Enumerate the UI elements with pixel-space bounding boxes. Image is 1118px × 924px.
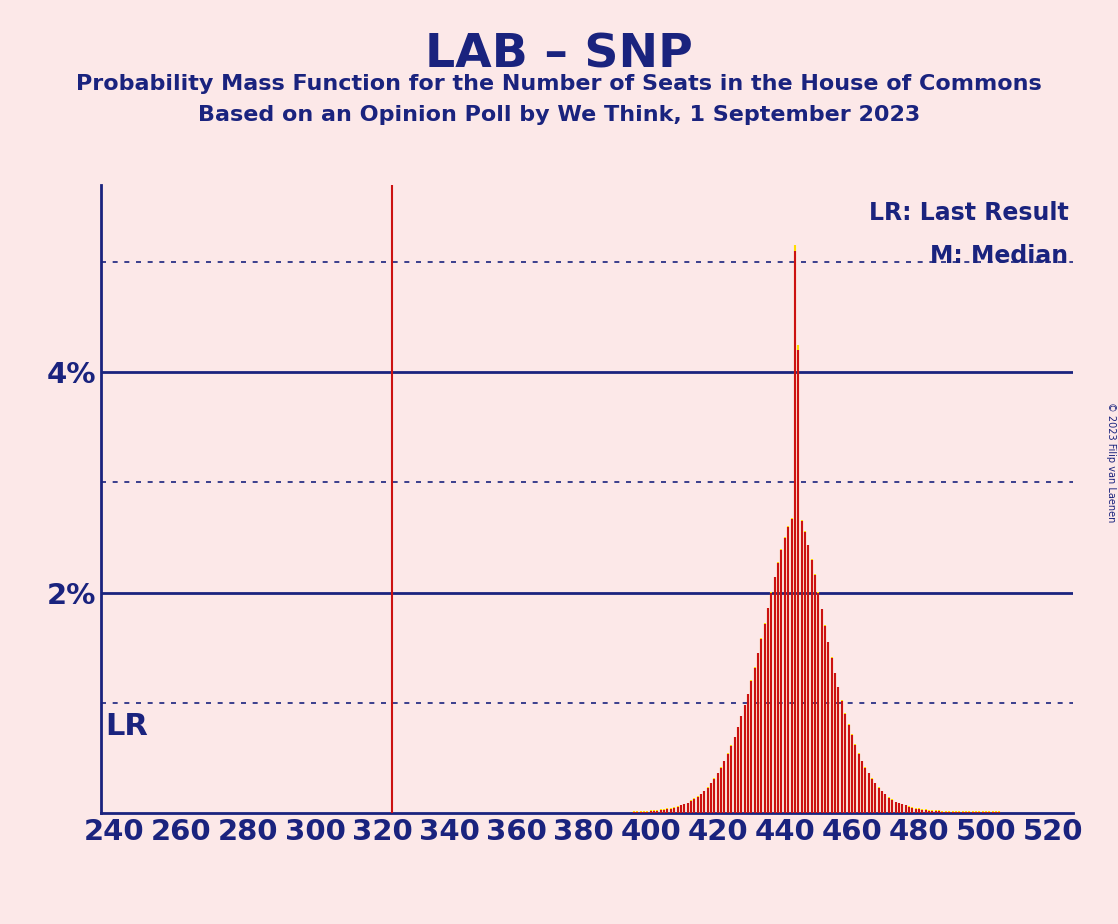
Text: Probability Mass Function for the Number of Seats in the House of Commons: Probability Mass Function for the Number… [76,74,1042,94]
Text: © 2023 Filip van Laenen: © 2023 Filip van Laenen [1106,402,1116,522]
Text: LAB – SNP: LAB – SNP [425,32,693,78]
Text: M: Median: M: Median [930,245,1069,269]
Text: LR: Last Result: LR: Last Result [869,201,1069,225]
Text: Based on an Opinion Poll by We Think, 1 September 2023: Based on an Opinion Poll by We Think, 1 … [198,105,920,126]
Text: LR: LR [105,711,149,741]
